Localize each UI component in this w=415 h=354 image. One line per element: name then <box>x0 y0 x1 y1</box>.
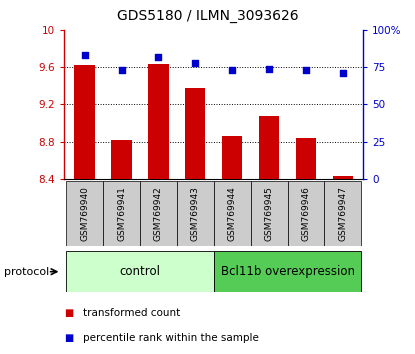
Bar <box>66 251 214 292</box>
Text: control: control <box>120 265 161 278</box>
Point <box>118 67 125 73</box>
Point <box>303 67 309 73</box>
Text: GSM769943: GSM769943 <box>191 186 200 241</box>
Bar <box>111 140 132 179</box>
Bar <box>148 64 168 179</box>
Bar <box>214 251 361 292</box>
Text: GSM769946: GSM769946 <box>301 186 310 241</box>
Text: GSM769944: GSM769944 <box>228 186 237 241</box>
Bar <box>251 181 288 246</box>
Bar <box>74 65 95 179</box>
Bar <box>66 181 103 246</box>
Text: GSM769947: GSM769947 <box>338 186 347 241</box>
Text: GSM769942: GSM769942 <box>154 186 163 241</box>
Bar <box>140 181 177 246</box>
Text: GSM769941: GSM769941 <box>117 186 126 241</box>
Bar <box>325 181 361 246</box>
Bar <box>214 181 251 246</box>
Bar <box>296 138 316 179</box>
Bar <box>288 181 325 246</box>
Text: protocol: protocol <box>4 267 49 277</box>
Point <box>192 60 199 65</box>
Text: ■: ■ <box>64 308 73 318</box>
Text: ■: ■ <box>64 333 73 343</box>
Text: GSM769945: GSM769945 <box>264 186 273 241</box>
Bar <box>185 88 205 179</box>
Bar <box>333 176 353 179</box>
Text: Bcl11b overexpression: Bcl11b overexpression <box>220 265 354 278</box>
Point <box>81 52 88 58</box>
Point <box>155 54 162 60</box>
Text: GDS5180 / ILMN_3093626: GDS5180 / ILMN_3093626 <box>117 9 298 23</box>
Point <box>266 66 272 72</box>
Text: GSM769940: GSM769940 <box>80 186 89 241</box>
Bar <box>259 115 279 179</box>
Text: percentile rank within the sample: percentile rank within the sample <box>83 333 259 343</box>
Point <box>339 70 346 76</box>
Text: transformed count: transformed count <box>83 308 180 318</box>
Bar <box>222 136 242 179</box>
Bar <box>103 181 140 246</box>
Bar <box>177 181 214 246</box>
Point <box>229 67 235 73</box>
